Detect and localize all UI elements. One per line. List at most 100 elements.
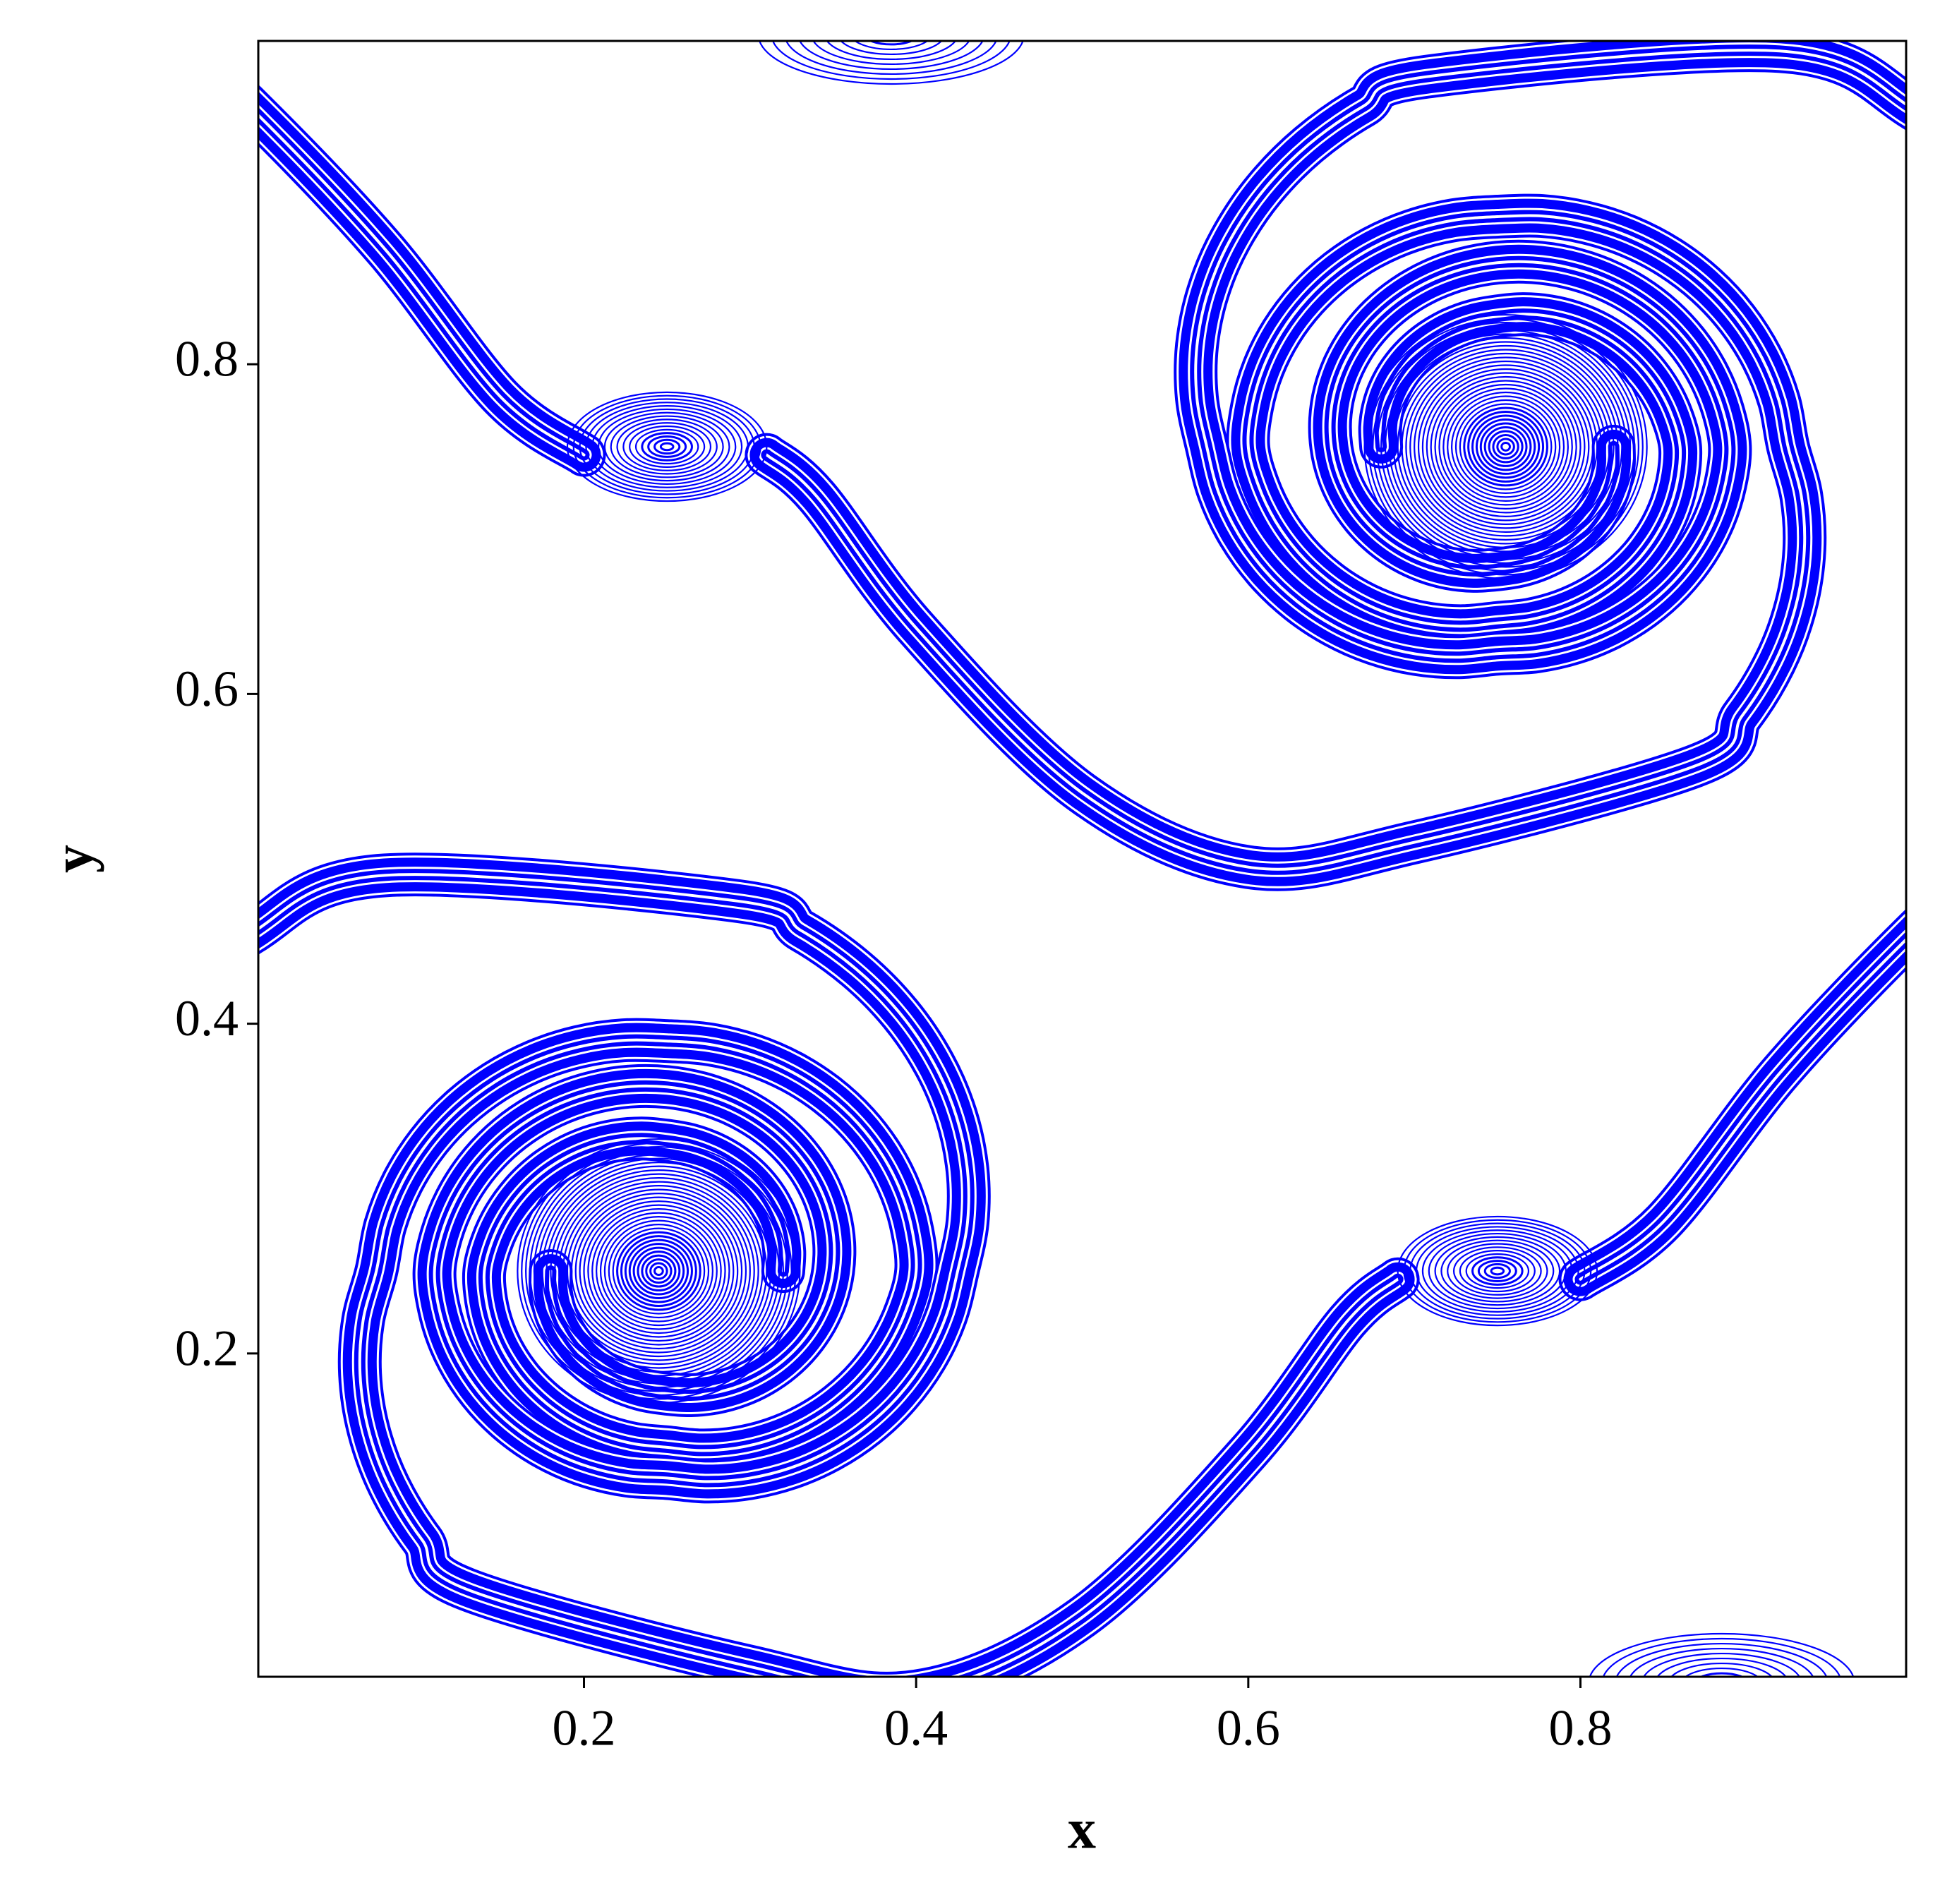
contour-ring — [645, 1258, 673, 1284]
contour-ring — [597, 408, 737, 486]
contour-ring — [1459, 1250, 1536, 1293]
y-tick-label: 0.6 — [175, 661, 239, 717]
contour-ring — [533, 1154, 784, 1389]
plot-frame — [257, 40, 1908, 1678]
y-tick-label: 0.4 — [175, 990, 239, 1047]
contour-ring — [628, 1243, 689, 1300]
contour-ring — [616, 1231, 701, 1311]
contour-band — [765, 214, 1807, 871]
contour-ring — [616, 418, 718, 475]
contour-ring — [572, 394, 761, 499]
contour-field — [258, 41, 1906, 1677]
contour-ring — [634, 428, 699, 465]
y-tick-label: 0.8 — [175, 331, 239, 387]
contour-ring — [585, 402, 749, 492]
contour-ring — [629, 425, 706, 468]
contour-band — [1194, 49, 1906, 659]
contour-ring — [647, 435, 687, 458]
contour-ring — [541, 1162, 776, 1381]
contour-ring — [1589, 1632, 1855, 1677]
contour-ring — [1447, 391, 1565, 502]
contour-ring — [596, 1212, 722, 1330]
contour-ring — [1414, 360, 1598, 533]
contour-ring — [591, 405, 743, 488]
contour-ring — [591, 1208, 726, 1334]
contour-ring — [1496, 438, 1515, 456]
contour-ring — [812, 41, 970, 66]
contour-ring — [1451, 395, 1561, 498]
contour-ring — [1483, 1263, 1511, 1279]
contour-band — [358, 1038, 1399, 1677]
contour-ring — [574, 1193, 743, 1350]
contour-ring — [1421, 1229, 1573, 1313]
contour-ring — [653, 438, 681, 455]
contour-ring — [785, 41, 997, 76]
contour-ring — [1430, 375, 1581, 517]
contour-ring — [1428, 1232, 1567, 1310]
contour-ring — [1409, 356, 1603, 537]
contour-ring — [637, 1251, 681, 1292]
contour-ring — [1459, 403, 1553, 490]
contour-ring — [570, 1188, 747, 1354]
contour-ring — [1463, 406, 1548, 487]
contour-ring — [620, 1235, 697, 1308]
contour-band — [258, 113, 586, 457]
x-tick-label: 0.2 — [552, 1700, 615, 1757]
contour-ring — [599, 1215, 718, 1327]
contour-ring — [566, 391, 768, 502]
contour-ring — [1643, 1652, 1801, 1677]
contour-ring — [1656, 1657, 1787, 1677]
contour-ring — [659, 442, 675, 452]
y-tick-label: 0.2 — [175, 1320, 239, 1376]
contour-ring — [562, 1181, 755, 1361]
contour-ring — [1434, 380, 1577, 514]
contour-ring — [1417, 364, 1594, 529]
contour-ring — [1426, 372, 1586, 522]
contour-ring — [1442, 387, 1569, 506]
contour-ring — [1409, 1222, 1586, 1320]
contour-ring — [525, 1146, 793, 1397]
contour-ring — [1699, 1672, 1745, 1677]
contour-ring — [603, 1219, 713, 1322]
x-tick-label: 0.8 — [1549, 1700, 1613, 1757]
contour-ring — [1416, 1226, 1579, 1316]
contour-ring — [1615, 1642, 1828, 1677]
contour-ring — [1465, 1253, 1530, 1289]
contour-ring — [1397, 344, 1615, 548]
contour-ring — [641, 432, 693, 462]
contour-ring — [610, 415, 724, 478]
contour-ring — [772, 41, 1011, 80]
contour-ring — [1479, 422, 1532, 471]
contour-ring — [608, 1223, 710, 1319]
contour-ring — [826, 41, 957, 61]
contour-ring — [1401, 349, 1610, 545]
contour-ring — [1492, 433, 1519, 459]
contour-ring — [1403, 1219, 1592, 1323]
contour-ring — [840, 41, 943, 56]
contour-ring — [546, 1165, 772, 1377]
contour-ring — [558, 1177, 759, 1366]
contour-ring — [1629, 1647, 1814, 1677]
contour-ring — [1602, 1637, 1841, 1677]
contour-ring — [854, 41, 929, 51]
contour-ring — [1483, 426, 1528, 467]
contour-ring — [1440, 1239, 1555, 1303]
contour-ring — [1475, 418, 1536, 475]
contour-ring — [579, 398, 755, 495]
contour-ring — [1670, 1662, 1773, 1677]
contour-ring — [622, 422, 712, 471]
y-axis-label: y — [42, 845, 104, 873]
contour-ring — [1454, 399, 1557, 495]
contour-ring — [1380, 329, 1632, 564]
contour-ring — [1438, 383, 1573, 510]
contour-ring — [529, 1150, 788, 1392]
contour-ring — [554, 1173, 764, 1369]
contour-ring — [1376, 325, 1636, 568]
contour-ring — [1388, 337, 1623, 556]
contour-ring — [799, 41, 984, 71]
contour-ring — [521, 1142, 797, 1400]
contour-ring — [612, 1227, 706, 1315]
contour-ring — [1490, 1266, 1505, 1276]
